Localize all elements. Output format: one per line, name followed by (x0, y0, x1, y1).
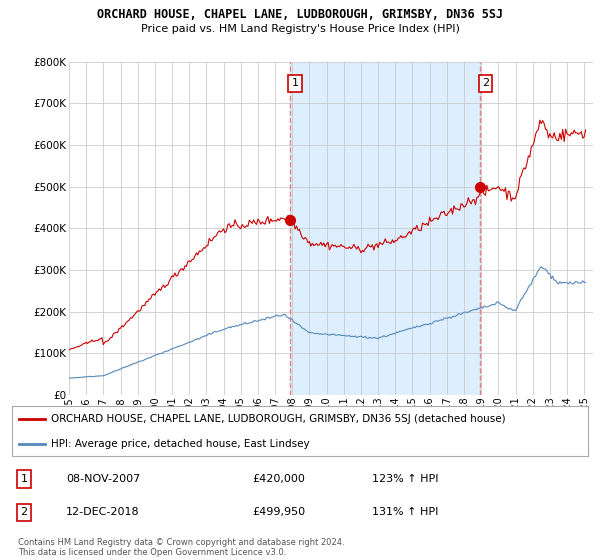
Text: 2: 2 (20, 507, 28, 517)
Text: 12-DEC-2018: 12-DEC-2018 (66, 507, 140, 517)
Text: 131% ↑ HPI: 131% ↑ HPI (372, 507, 439, 517)
Text: 2: 2 (482, 78, 489, 88)
Text: Contains HM Land Registry data © Crown copyright and database right 2024.
This d: Contains HM Land Registry data © Crown c… (18, 538, 344, 557)
Text: 1: 1 (20, 474, 28, 484)
Text: HPI: Average price, detached house, East Lindsey: HPI: Average price, detached house, East… (51, 439, 310, 449)
Text: ORCHARD HOUSE, CHAPEL LANE, LUDBOROUGH, GRIMSBY, DN36 5SJ (detached house): ORCHARD HOUSE, CHAPEL LANE, LUDBOROUGH, … (51, 414, 506, 423)
Text: 1: 1 (292, 78, 299, 88)
Text: 08-NOV-2007: 08-NOV-2007 (66, 474, 140, 484)
Text: ORCHARD HOUSE, CHAPEL LANE, LUDBOROUGH, GRIMSBY, DN36 5SJ: ORCHARD HOUSE, CHAPEL LANE, LUDBOROUGH, … (97, 8, 503, 21)
Text: Price paid vs. HM Land Registry's House Price Index (HPI): Price paid vs. HM Land Registry's House … (140, 24, 460, 34)
Bar (290, 62, 481, 395)
Text: £499,950: £499,950 (252, 507, 305, 517)
Text: 123% ↑ HPI: 123% ↑ HPI (372, 474, 439, 484)
Text: £420,000: £420,000 (252, 474, 305, 484)
